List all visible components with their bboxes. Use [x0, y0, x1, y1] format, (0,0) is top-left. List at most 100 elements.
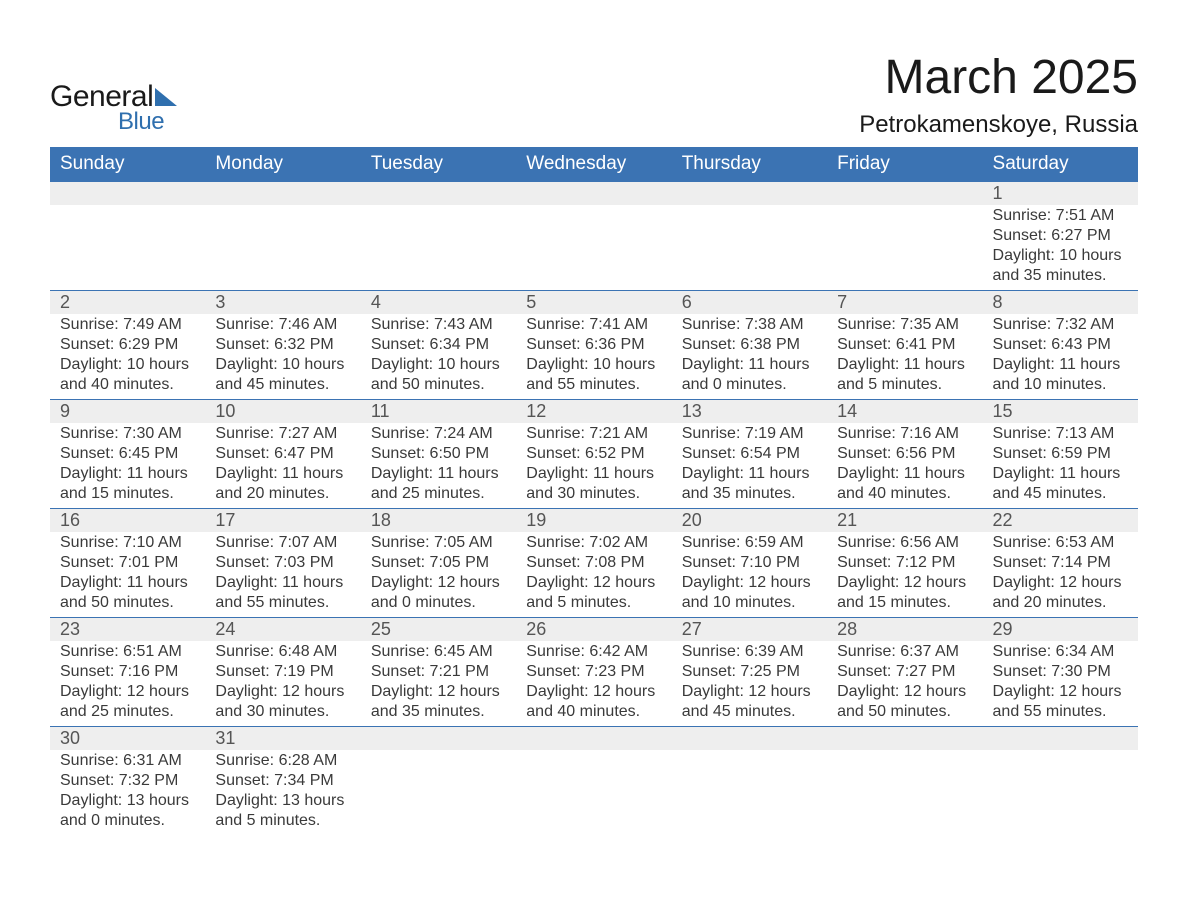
sunrise-text: Sunrise: 6:59 AM	[682, 533, 817, 553]
calendar-table: SundayMondayTuesdayWednesdayThursdayFrid…	[50, 147, 1138, 835]
day-body: Sunrise: 7:27 AMSunset: 6:47 PMDaylight:…	[205, 423, 360, 508]
sunrise-text: Sunrise: 7:02 AM	[526, 533, 661, 553]
sunset-text: Sunset: 6:27 PM	[993, 226, 1128, 246]
daylight-text: Daylight: 10 hours and 45 minutes.	[215, 355, 350, 395]
day-body	[361, 750, 516, 775]
day-number: 22	[983, 509, 1138, 532]
daylight-text: Daylight: 12 hours and 50 minutes.	[837, 682, 972, 722]
day-number	[672, 727, 827, 750]
sunrise-text: Sunrise: 6:51 AM	[60, 642, 195, 662]
calendar-day-cell: 26Sunrise: 6:42 AMSunset: 7:23 PMDayligh…	[516, 618, 671, 727]
calendar-day-cell: 22Sunrise: 6:53 AMSunset: 7:14 PMDayligh…	[983, 509, 1138, 618]
location-subtitle: Petrokamenskoye, Russia	[859, 111, 1138, 139]
day-number: 15	[983, 400, 1138, 423]
daylight-text: Daylight: 12 hours and 45 minutes.	[682, 682, 817, 722]
calendar-day-cell: 4Sunrise: 7:43 AMSunset: 6:34 PMDaylight…	[361, 291, 516, 400]
day-body: Sunrise: 7:10 AMSunset: 7:01 PMDaylight:…	[50, 532, 205, 617]
sunrise-text: Sunrise: 6:48 AM	[215, 642, 350, 662]
day-number: 16	[50, 509, 205, 532]
day-body: Sunrise: 7:35 AMSunset: 6:41 PMDaylight:…	[827, 314, 982, 399]
calendar-day-cell: 11Sunrise: 7:24 AMSunset: 6:50 PMDayligh…	[361, 400, 516, 509]
day-body: Sunrise: 7:19 AMSunset: 6:54 PMDaylight:…	[672, 423, 827, 508]
daylight-text: Daylight: 12 hours and 25 minutes.	[60, 682, 195, 722]
daylight-text: Daylight: 12 hours and 20 minutes.	[993, 573, 1128, 613]
day-number: 27	[672, 618, 827, 641]
sunrise-text: Sunrise: 7:21 AM	[526, 424, 661, 444]
brand-blue-text: Blue	[118, 108, 164, 136]
calendar-day-cell: 6Sunrise: 7:38 AMSunset: 6:38 PMDaylight…	[672, 291, 827, 400]
sunset-text: Sunset: 6:45 PM	[60, 444, 195, 464]
calendar-day-cell	[361, 182, 516, 291]
sunset-text: Sunset: 7:05 PM	[371, 553, 506, 573]
daylight-text: Daylight: 11 hours and 30 minutes.	[526, 464, 661, 504]
day-body: Sunrise: 7:24 AMSunset: 6:50 PMDaylight:…	[361, 423, 516, 508]
daylight-text: Daylight: 12 hours and 10 minutes.	[682, 573, 817, 613]
day-body	[827, 205, 982, 230]
sunset-text: Sunset: 7:12 PM	[837, 553, 972, 573]
calendar-day-cell: 2Sunrise: 7:49 AMSunset: 6:29 PMDaylight…	[50, 291, 205, 400]
calendar-day-cell	[672, 182, 827, 291]
daylight-text: Daylight: 12 hours and 5 minutes.	[526, 573, 661, 613]
calendar-day-cell	[827, 182, 982, 291]
day-number: 11	[361, 400, 516, 423]
calendar-day-cell: 8Sunrise: 7:32 AMSunset: 6:43 PMDaylight…	[983, 291, 1138, 400]
calendar-day-cell: 9Sunrise: 7:30 AMSunset: 6:45 PMDaylight…	[50, 400, 205, 509]
sunrise-text: Sunrise: 6:34 AM	[993, 642, 1128, 662]
daylight-text: Daylight: 11 hours and 25 minutes.	[371, 464, 506, 504]
day-number: 1	[983, 182, 1138, 205]
day-number: 7	[827, 291, 982, 314]
day-body: Sunrise: 7:32 AMSunset: 6:43 PMDaylight:…	[983, 314, 1138, 399]
sunrise-text: Sunrise: 6:31 AM	[60, 751, 195, 771]
day-body: Sunrise: 7:05 AMSunset: 7:05 PMDaylight:…	[361, 532, 516, 617]
daylight-text: Daylight: 11 hours and 10 minutes.	[993, 355, 1128, 395]
day-body: Sunrise: 6:37 AMSunset: 7:27 PMDaylight:…	[827, 641, 982, 726]
day-number: 8	[983, 291, 1138, 314]
daylight-text: Daylight: 13 hours and 5 minutes.	[215, 791, 350, 831]
calendar-day-cell	[205, 182, 360, 291]
calendar-day-cell	[983, 727, 1138, 836]
calendar-day-cell	[516, 727, 671, 836]
day-number	[361, 182, 516, 205]
calendar-day-cell	[827, 727, 982, 836]
daylight-text: Daylight: 11 hours and 20 minutes.	[215, 464, 350, 504]
day-body: Sunrise: 6:51 AMSunset: 7:16 PMDaylight:…	[50, 641, 205, 726]
sunset-text: Sunset: 6:52 PM	[526, 444, 661, 464]
sunrise-text: Sunrise: 6:42 AM	[526, 642, 661, 662]
sunset-text: Sunset: 6:47 PM	[215, 444, 350, 464]
day-body: Sunrise: 6:39 AMSunset: 7:25 PMDaylight:…	[672, 641, 827, 726]
sunrise-text: Sunrise: 6:56 AM	[837, 533, 972, 553]
day-number: 24	[205, 618, 360, 641]
calendar-day-cell: 10Sunrise: 7:27 AMSunset: 6:47 PMDayligh…	[205, 400, 360, 509]
day-number: 14	[827, 400, 982, 423]
day-body	[516, 205, 671, 230]
sunset-text: Sunset: 7:16 PM	[60, 662, 195, 682]
calendar-day-cell	[361, 727, 516, 836]
day-number	[672, 182, 827, 205]
calendar-day-cell: 28Sunrise: 6:37 AMSunset: 7:27 PMDayligh…	[827, 618, 982, 727]
sunrise-text: Sunrise: 7:38 AM	[682, 315, 817, 335]
day-number: 17	[205, 509, 360, 532]
sunset-text: Sunset: 7:34 PM	[215, 771, 350, 791]
sunset-text: Sunset: 6:34 PM	[371, 335, 506, 355]
calendar-day-cell: 13Sunrise: 7:19 AMSunset: 6:54 PMDayligh…	[672, 400, 827, 509]
day-number: 19	[516, 509, 671, 532]
calendar-day-cell: 17Sunrise: 7:07 AMSunset: 7:03 PMDayligh…	[205, 509, 360, 618]
daylight-text: Daylight: 11 hours and 35 minutes.	[682, 464, 817, 504]
calendar-day-cell	[516, 182, 671, 291]
weekday-header-row: SundayMondayTuesdayWednesdayThursdayFrid…	[50, 147, 1138, 182]
sunset-text: Sunset: 7:03 PM	[215, 553, 350, 573]
calendar-day-cell: 24Sunrise: 6:48 AMSunset: 7:19 PMDayligh…	[205, 618, 360, 727]
day-body	[827, 750, 982, 775]
sunrise-text: Sunrise: 6:53 AM	[993, 533, 1128, 553]
calendar-day-cell: 19Sunrise: 7:02 AMSunset: 7:08 PMDayligh…	[516, 509, 671, 618]
calendar-day-cell: 1Sunrise: 7:51 AMSunset: 6:27 PMDaylight…	[983, 182, 1138, 291]
day-body: Sunrise: 7:16 AMSunset: 6:56 PMDaylight:…	[827, 423, 982, 508]
calendar-day-cell: 29Sunrise: 6:34 AMSunset: 7:30 PMDayligh…	[983, 618, 1138, 727]
day-body: Sunrise: 7:43 AMSunset: 6:34 PMDaylight:…	[361, 314, 516, 399]
day-body: Sunrise: 6:28 AMSunset: 7:34 PMDaylight:…	[205, 750, 360, 835]
calendar-week-row: 2Sunrise: 7:49 AMSunset: 6:29 PMDaylight…	[50, 291, 1138, 400]
day-body	[516, 750, 671, 775]
sunrise-text: Sunrise: 7:19 AM	[682, 424, 817, 444]
daylight-text: Daylight: 12 hours and 35 minutes.	[371, 682, 506, 722]
calendar-day-cell: 20Sunrise: 6:59 AMSunset: 7:10 PMDayligh…	[672, 509, 827, 618]
